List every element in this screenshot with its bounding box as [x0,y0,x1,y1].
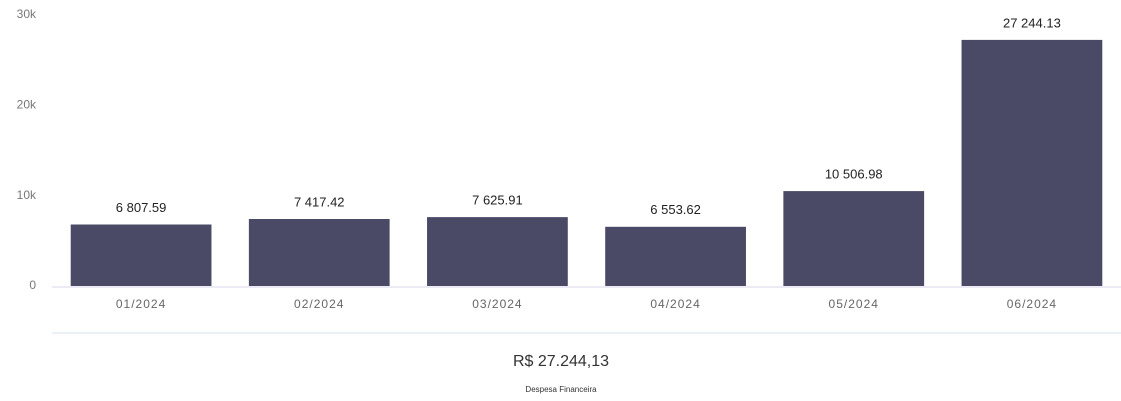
caption: Despesa Financeira [525,385,597,394]
bar [427,217,568,286]
bar [783,191,925,286]
bar [248,218,390,286]
x-tick-label: 04/2024 [650,297,700,311]
x-tick-label: 03/2024 [472,297,522,311]
y-tick-label: 20k [17,98,37,112]
x-tick-label: 05/2024 [829,297,879,311]
value-label: 6 807.59 [116,200,167,215]
bar [70,224,212,286]
x-tick-label: 02/2024 [294,297,344,311]
value-label: 7 625.91 [472,193,523,208]
y-tick-label: 0 [29,278,36,292]
value-label: 10 506.98 [825,167,883,182]
value-label: 6 553.62 [650,202,701,217]
bar [961,39,1103,287]
x-tick-label: 06/2024 [1007,297,1057,311]
total: R$ 27.244,13 [513,353,609,370]
bar [605,226,746,286]
y-tick-label: 10k [17,188,37,202]
y-tick-label: 30k [17,7,37,21]
value-label: 7 417.42 [294,194,345,209]
x-tick-label: 01/2024 [116,297,166,311]
value-label: 27 244.13 [1003,15,1061,30]
